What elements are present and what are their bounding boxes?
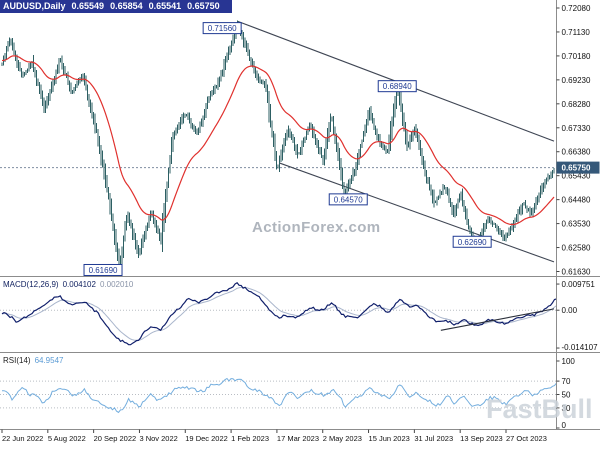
price-level-text: 0.64570 (334, 195, 363, 204)
price-axis-label: 0.72080 (562, 4, 591, 13)
price-axis-label: 0.64480 (562, 196, 591, 205)
price-level-annotation: 0.62690 (452, 235, 492, 248)
price-level-annotation: 0.61690 (83, 263, 123, 276)
price-level-box (377, 80, 417, 93)
price-level-text: 0.71560 (208, 24, 237, 33)
macd-axis-label: 0.00 (562, 306, 578, 315)
price-level-text: 0.61690 (89, 266, 118, 275)
price-axis-label: 0.63530 (562, 220, 591, 229)
time-axis-label: 1 Feb 2023 (231, 434, 269, 443)
time-axis-label: 22 Jun 2022 (2, 434, 43, 443)
price-level-annotation: 0.68940 (377, 80, 417, 93)
price-level-annotation: 0.64570 (328, 193, 368, 206)
rsi-line (2, 377, 557, 414)
close-value: 0.65750 (187, 1, 220, 11)
actionforex-watermark: ActionForex.com (252, 219, 381, 236)
time-axis-label: 27 Oct 2023 (506, 434, 547, 443)
macd-axis-label: -0.014107 (562, 343, 599, 352)
symbol-timeframe-label: AUDUSD,Daily (3, 1, 66, 11)
time-axis-label: 13 Sep 2023 (460, 434, 503, 443)
time-axis-label: 17 Mar 2023 (277, 434, 319, 443)
current-price-tag-label: 0.65750 (562, 164, 591, 173)
price-level-box (202, 22, 242, 35)
rsi-value: 64.9547 (34, 356, 64, 365)
rsi-label: RSI(14) 64.9547 (3, 356, 63, 365)
rsi-axis-label: 70 (562, 377, 571, 386)
time-axis-label: 2 May 2023 (323, 434, 362, 443)
open-value: 0.65549 (71, 1, 105, 11)
price-axis-label: 0.68280 (562, 100, 591, 109)
price-level-annotation: 0.71560 (202, 22, 242, 35)
rsi-axis-label: 30 (562, 404, 571, 413)
macd-signal-line (1, 286, 557, 341)
price-axis-label: 0.61630 (562, 268, 591, 277)
price-level-box (328, 193, 368, 206)
price-level-box (452, 235, 492, 248)
macd-line (1, 282, 557, 346)
time-axis-label: 3 Nov 2022 (139, 434, 177, 443)
macd-trendline (440, 308, 555, 331)
macd-pane[interactable] (0, 276, 557, 353)
rsi-name: RSI(14) (3, 356, 31, 365)
time-axis-label: 20 Sep 2022 (94, 434, 137, 443)
moving-average-line (1, 55, 555, 226)
time-axis-label: 5 Aug 2022 (48, 434, 86, 443)
price-axis-label: 0.66380 (562, 148, 591, 157)
macd-name: MACD(12,26,9) (3, 280, 59, 289)
rsi-axis-label: 0 (562, 421, 567, 430)
price-axis-label: 0.67330 (562, 124, 591, 133)
macd-signal-value: 0.002010 (99, 280, 134, 289)
macd-label: MACD(12,26,9) 0.004102 0.002010 (3, 280, 133, 289)
channel-lower-trendline (279, 162, 555, 263)
price-axis-label: 0.62580 (562, 244, 591, 253)
rsi-axis-label: 100 (562, 357, 576, 366)
price-axis-label: 0.65430 (562, 172, 591, 181)
price-level-text: 0.68940 (383, 82, 412, 91)
price-pane[interactable] (0, 0, 557, 277)
macd-main-value: 0.004102 (62, 280, 96, 289)
price-bars (1, 20, 555, 277)
rsi-axis-label: 50 (562, 391, 571, 400)
current-price-tag: 0.65750 (556, 161, 600, 174)
high-value: 0.65854 (110, 1, 143, 11)
current-price-tag-box (556, 161, 600, 174)
low-value: 0.65541 (148, 1, 182, 11)
chart-header: AUDUSD,Daily 0.65549 0.65854 0.65541 0.65750 (0, 0, 232, 13)
fastbull-watermark: FastBull (486, 394, 593, 424)
price-axis-label: 0.70180 (562, 52, 591, 61)
price-level-box (83, 263, 123, 276)
time-axis-label: 19 Dec 2022 (185, 434, 228, 443)
macd-axis-label: 0.009751 (562, 280, 596, 289)
price-axis-label: 0.71130 (562, 28, 591, 37)
price-level-text: 0.62690 (458, 238, 487, 247)
time-axis-label: 31 Jul 2023 (414, 434, 453, 443)
price-axis-label: 0.69230 (562, 76, 591, 85)
rsi-pane[interactable] (0, 352, 557, 430)
time-axis-label: 15 Jun 2023 (369, 434, 410, 443)
